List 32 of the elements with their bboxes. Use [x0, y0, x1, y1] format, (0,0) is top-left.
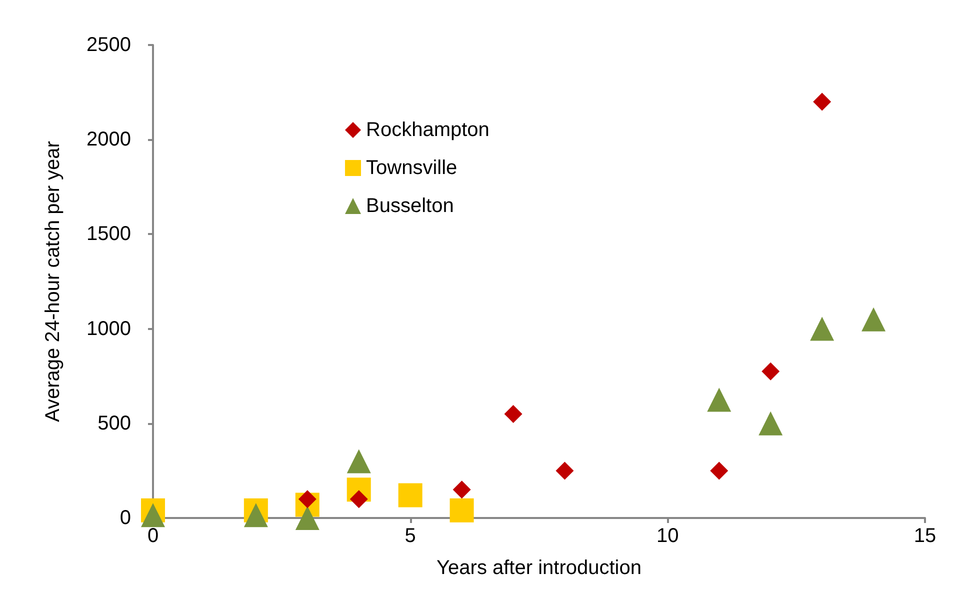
- point: [452, 480, 471, 499]
- legend-label: Busselton: [366, 195, 454, 217]
- point: [244, 503, 268, 528]
- point: [556, 462, 574, 480]
- point: [450, 498, 474, 522]
- x-tick-label: 0: [147, 525, 159, 547]
- point: [504, 404, 522, 423]
- point: [862, 307, 886, 332]
- point: [350, 490, 368, 508]
- point: [346, 449, 371, 474]
- point: [141, 503, 165, 528]
- point: [710, 462, 728, 480]
- y-tick-label: 0: [120, 507, 131, 529]
- y-tick-label: 1000: [86, 318, 131, 340]
- y-tick-label: 500: [98, 412, 131, 434]
- y-tick-label: 1500: [86, 223, 131, 246]
- x-axis-title: Years after introduction: [436, 557, 642, 579]
- y-tick-label: 2000: [86, 128, 131, 151]
- point: [707, 388, 732, 412]
- legend-label: Rockhampton: [366, 119, 490, 141]
- point: [762, 362, 780, 380]
- x-tick-label: 5: [404, 525, 416, 547]
- point: [295, 506, 320, 530]
- y-axis-title: Average 24-hour catch per year: [42, 140, 64, 422]
- point: [758, 411, 783, 436]
- point: [810, 316, 834, 341]
- x-tick-label: 15: [914, 525, 936, 547]
- point: [813, 92, 832, 111]
- y-tick-label: 2500: [86, 34, 131, 56]
- x-tick-label: 10: [656, 525, 679, 547]
- point: [398, 483, 422, 508]
- legend-label: Townsville: [366, 157, 458, 179]
